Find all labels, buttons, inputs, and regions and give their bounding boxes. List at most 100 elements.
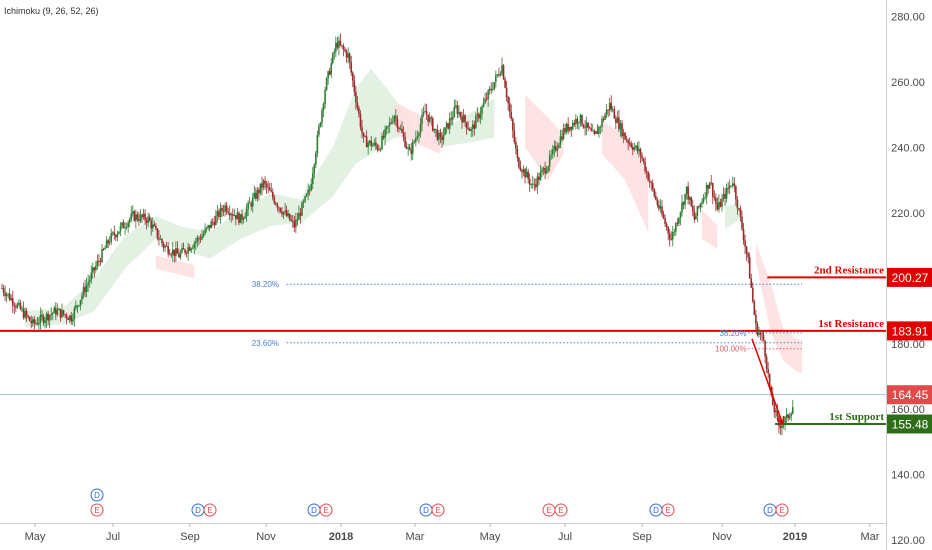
- candle-body-368: [567, 123, 569, 131]
- candle-body-43: [67, 318, 69, 321]
- event-letter-0-1: E: [94, 506, 99, 515]
- candle-body-152: [235, 215, 237, 220]
- candle-body-7: [11, 298, 14, 306]
- candle-body-387: [596, 131, 599, 134]
- candle-body-235: [362, 132, 365, 137]
- candle-body-496: [764, 340, 766, 357]
- candle-body-281: [433, 128, 436, 131]
- candle-body-189: [291, 220, 294, 222]
- candle-body-1: [2, 288, 5, 293]
- candle-body-413: [636, 145, 639, 152]
- candle-body-354: [545, 170, 548, 174]
- candle-body-224: [345, 51, 348, 58]
- cloud-bear-7: [702, 209, 718, 249]
- x-tick-label-6: May: [480, 531, 501, 543]
- x-tick-label-8: Sep: [632, 531, 652, 543]
- candle-body-445: [685, 186, 688, 194]
- candle-body-427: [658, 204, 660, 209]
- event-circle-2-1: [319, 503, 333, 517]
- event-letter-3-0: D: [423, 506, 429, 515]
- candle-body-182: [281, 211, 283, 215]
- candle-body-166: [256, 189, 259, 199]
- candle-body-175: [270, 190, 273, 192]
- candle-body-27: [42, 316, 45, 323]
- candle-body-137: [211, 221, 214, 223]
- candle-body-289: [445, 123, 448, 128]
- candle-body-343: [528, 178, 531, 185]
- candle-body-112: [173, 249, 176, 256]
- candle-body-396: [610, 102, 613, 110]
- candle-body-254: [391, 122, 394, 123]
- price-axis[interactable]: 280.00260.00240.00220.00200.00180.00160.…: [891, 11, 925, 547]
- candle-body-288: [444, 127, 446, 135]
- candle-body-301: [464, 115, 466, 123]
- candle-body-307: [473, 124, 476, 129]
- candle-body-349: [538, 176, 540, 181]
- candle-body-321: [495, 75, 497, 83]
- price-badge-1st-support: [887, 414, 932, 434]
- candle-body-422: [650, 182, 653, 183]
- candle-body-390: [601, 118, 603, 127]
- candle-body-119: [184, 249, 186, 253]
- time-axis[interactable]: May Jul Sep Nov 2018 Mar May Jul Sep Nov 2019 Mar: [25, 523, 880, 543]
- candle-body-394: [607, 109, 609, 111]
- candle-body-107: [165, 245, 168, 247]
- candle-body-507: [781, 425, 783, 429]
- candle-body-15: [24, 311, 26, 318]
- candle-body-514: [791, 407, 794, 414]
- candle-body-53: [82, 287, 85, 296]
- candle-body-190: [293, 220, 296, 228]
- candle-body-118: [182, 248, 185, 250]
- candle-body-495: [762, 334, 765, 341]
- x-tick-label-11: Mar: [861, 531, 880, 543]
- indicator-legend[interactable]: Ichimoku (9, 26, 52, 26): [4, 6, 99, 16]
- hline-label-2nd-resistance: 2nd Resistance: [814, 264, 884, 276]
- candle-body-499: [768, 373, 771, 387]
- candle-body-241: [371, 144, 374, 147]
- cloud-bull-2: [302, 68, 410, 223]
- candle-body-172: [265, 183, 268, 188]
- candle-body-484: [745, 246, 748, 254]
- candle-body-10: [16, 304, 19, 308]
- y-tick-label-2: 240.00: [891, 142, 925, 154]
- candle-body-179: [276, 204, 279, 208]
- candle-body-251: [387, 125, 389, 127]
- candle-body-438: [675, 223, 677, 232]
- candle-body-325: [501, 65, 503, 74]
- candle-body-372: [573, 122, 576, 125]
- candle-body-295: [455, 105, 457, 107]
- candle-body-180: [278, 207, 280, 209]
- candle-body-183: [282, 212, 285, 215]
- candle-body-39: [61, 310, 63, 318]
- candle-body-248: [382, 135, 385, 138]
- candle-body-30: [47, 313, 49, 321]
- candle-body-2: [4, 292, 6, 297]
- candle-body-509: [784, 417, 786, 424]
- fib-label-2: 38.20%: [719, 329, 746, 338]
- candle-body-120: [185, 252, 188, 254]
- candle-body-319: [491, 88, 494, 90]
- candle-body-57: [88, 279, 91, 283]
- candle-body-19: [30, 321, 33, 324]
- candle-body-111: [171, 249, 174, 255]
- candle-body-454: [699, 203, 702, 208]
- candle-body-208: [321, 109, 323, 123]
- candle-body-147: [227, 211, 229, 214]
- candle-body-464: [715, 197, 717, 204]
- candle-body-358: [551, 149, 554, 155]
- candle-body-492: [758, 332, 760, 335]
- candle-body-55: [85, 284, 88, 293]
- candle-body-11: [18, 302, 20, 305]
- candle-body-140: [216, 211, 219, 216]
- candle-body-138: [213, 222, 216, 226]
- candle-body-34: [53, 307, 56, 314]
- candle-body-362: [558, 144, 560, 149]
- candle-body-363: [559, 136, 562, 145]
- projection-line: [751, 338, 784, 425]
- candle-body-485: [747, 253, 749, 258]
- candle-body-156: [241, 214, 243, 220]
- candle-body-416: [641, 155, 643, 159]
- candle-body-26: [41, 314, 43, 317]
